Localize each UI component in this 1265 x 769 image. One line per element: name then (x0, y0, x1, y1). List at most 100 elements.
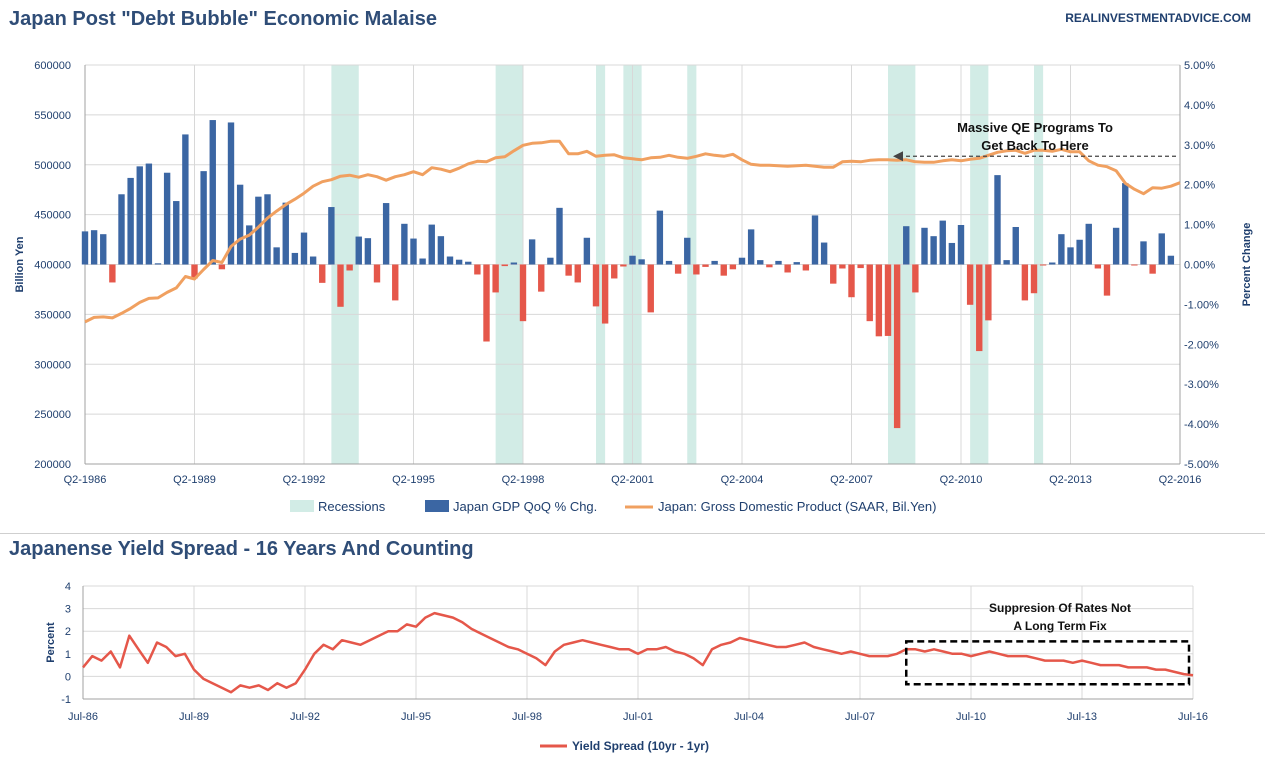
gdp-qoq-bar (1149, 264, 1156, 274)
gdp-qoq-bar (702, 264, 709, 267)
gdp-qoq-bar (875, 264, 883, 337)
y-tick-label: -1 (61, 694, 71, 706)
gdp-qoq-bar (154, 263, 162, 265)
gdp-qoq-bar (410, 238, 417, 265)
y-axis-title: Billion Yen (14, 236, 26, 292)
x-tick-label: Jul-16 (1178, 711, 1208, 723)
gdp-qoq-bar (300, 232, 308, 265)
gdp-qoq-bar (136, 166, 143, 265)
y2-tick-label: 2.00% (1184, 180, 1215, 192)
y2-axis-title: Percent Change (1241, 223, 1253, 307)
gdp-qoq-bar (355, 236, 362, 265)
gdp-qoq-bar (145, 163, 153, 265)
x-tick-label: Q2-2016 (1159, 474, 1202, 486)
gdp-qoq-bar (601, 264, 609, 324)
gdp-qoq-bar (337, 264, 344, 307)
gdp-chart-title: Japan Post "Debt Bubble" Economic Malais… (9, 8, 437, 30)
y-tick-label: 300000 (34, 359, 71, 371)
y2-tick-label: -5.00% (1184, 459, 1219, 471)
gdp-qoq-bar (629, 255, 636, 265)
gdp-qoq-bar (884, 264, 892, 336)
gdp-qoq-bar (966, 264, 974, 305)
gdp-qoq-bar (90, 230, 98, 265)
gdp-qoq-bar (118, 194, 125, 265)
gdp-qoq-bar (182, 134, 189, 265)
gdp-qoq-bar (483, 264, 490, 342)
gdp-qoq-bar (1085, 223, 1092, 265)
gdp-qoq-bar (382, 203, 390, 265)
gdp-qoq-bar (556, 207, 563, 265)
gdp-qoq-bar (1094, 264, 1102, 269)
y-tick-label: 3 (65, 604, 71, 616)
gdp-qoq-bar (611, 264, 618, 279)
gdp-qoq-bar (1039, 264, 1047, 266)
gdp-qoq-bar (264, 194, 271, 265)
gdp-qoq-bar (364, 238, 372, 265)
gdp-qoq-bar (1030, 264, 1038, 294)
suppression-annotation-line2: A Long Term Fix (1013, 619, 1107, 633)
y-axis-title: Percent (45, 622, 57, 663)
legend-swatch-recessions (290, 500, 314, 512)
x-tick-label: Q2-2007 (830, 474, 873, 486)
gdp-qoq-bar (903, 226, 910, 265)
gdp-qoq-bar (565, 264, 572, 276)
gdp-qoq-bar (1049, 262, 1056, 265)
gdp-qoq-bar (711, 260, 718, 265)
gdp-qoq-bar (583, 237, 591, 265)
legend-swatch-bars (425, 500, 449, 512)
gdp-qoq-bar (328, 207, 335, 265)
x-tick-label: Jul-07 (845, 711, 875, 723)
gdp-qoq-bar (401, 223, 408, 265)
gdp-qoq-bar (793, 262, 800, 265)
gdp-qoq-bar (127, 177, 134, 265)
gdp-qoq-bar (419, 258, 426, 265)
x-tick-label: Q2-2010 (940, 474, 983, 486)
gdp-qoq-bar (255, 196, 262, 265)
gdp-qoq-bar (957, 224, 965, 265)
gdp-qoq-bar (1021, 264, 1029, 301)
x-tick-label: Q2-1995 (392, 474, 435, 486)
x-tick-label: Jul-13 (1067, 711, 1097, 723)
gdp-chart-svg: 600000 550000 500000 450000 400000 350000 3000… (14, 60, 1253, 514)
y2-tick-label: 4.00% (1184, 100, 1215, 112)
gdp-qoq-bar (227, 122, 235, 265)
gdp-qoq-bar (319, 264, 326, 283)
legend-label-yield: Yield Spread (10yr - 1yr) (572, 739, 709, 753)
gdp-qoq-bar (446, 256, 454, 265)
gdp-qoq-bar (1158, 233, 1165, 265)
gdp-qoq-bar (519, 264, 527, 322)
y2-tick-label: -2.00% (1184, 339, 1219, 351)
gdp-qoq-bar (912, 264, 919, 293)
y-tick-label: 2 (65, 626, 71, 638)
x-tick-label: Jul-04 (734, 711, 764, 723)
gdp-qoq-bar (592, 264, 600, 307)
gdp-qoq-bar (373, 264, 381, 283)
gdp-qoq-bar (209, 120, 216, 265)
legend-label-line: Japan: Gross Domestic Product (SAAR, Bil… (658, 499, 936, 514)
gdp-qoq-bar (501, 264, 508, 267)
x-tick-label: Q2-2001 (611, 474, 654, 486)
gdp-qoq-bar (665, 260, 673, 265)
gdp-qoq-bar (437, 236, 445, 265)
x-tick-label: Q2-1998 (502, 474, 545, 486)
y2-tick-label: 3.00% (1184, 140, 1215, 152)
yield-chart-title: Japanense Yield Spread - 16 Years And Co… (9, 538, 474, 560)
qe-annotation-arrowhead (893, 151, 903, 162)
y-tick-label: 4 (65, 581, 71, 593)
x-tick-label: Q2-2004 (721, 474, 764, 486)
gdp-qoq-bar (620, 264, 627, 267)
y2-tick-label: -3.00% (1184, 379, 1219, 391)
gdp-qoq-bar (510, 262, 518, 265)
y2-tick-label: 0.00% (1184, 260, 1215, 272)
gdp-qoq-bar (948, 242, 956, 265)
gdp-qoq-bar (392, 264, 399, 301)
gdp-qoq-bar (455, 259, 463, 265)
legend-label-recessions: Recessions (318, 499, 386, 514)
gdp-qoq-bar (784, 264, 791, 273)
gdp-qoq-bar (1003, 260, 1010, 265)
gdp-qoq-bar (474, 264, 481, 275)
gdp-qoq-bar (1131, 264, 1138, 266)
y-tick-label: 350000 (34, 309, 71, 321)
x-tick-label: Jul-10 (956, 711, 986, 723)
